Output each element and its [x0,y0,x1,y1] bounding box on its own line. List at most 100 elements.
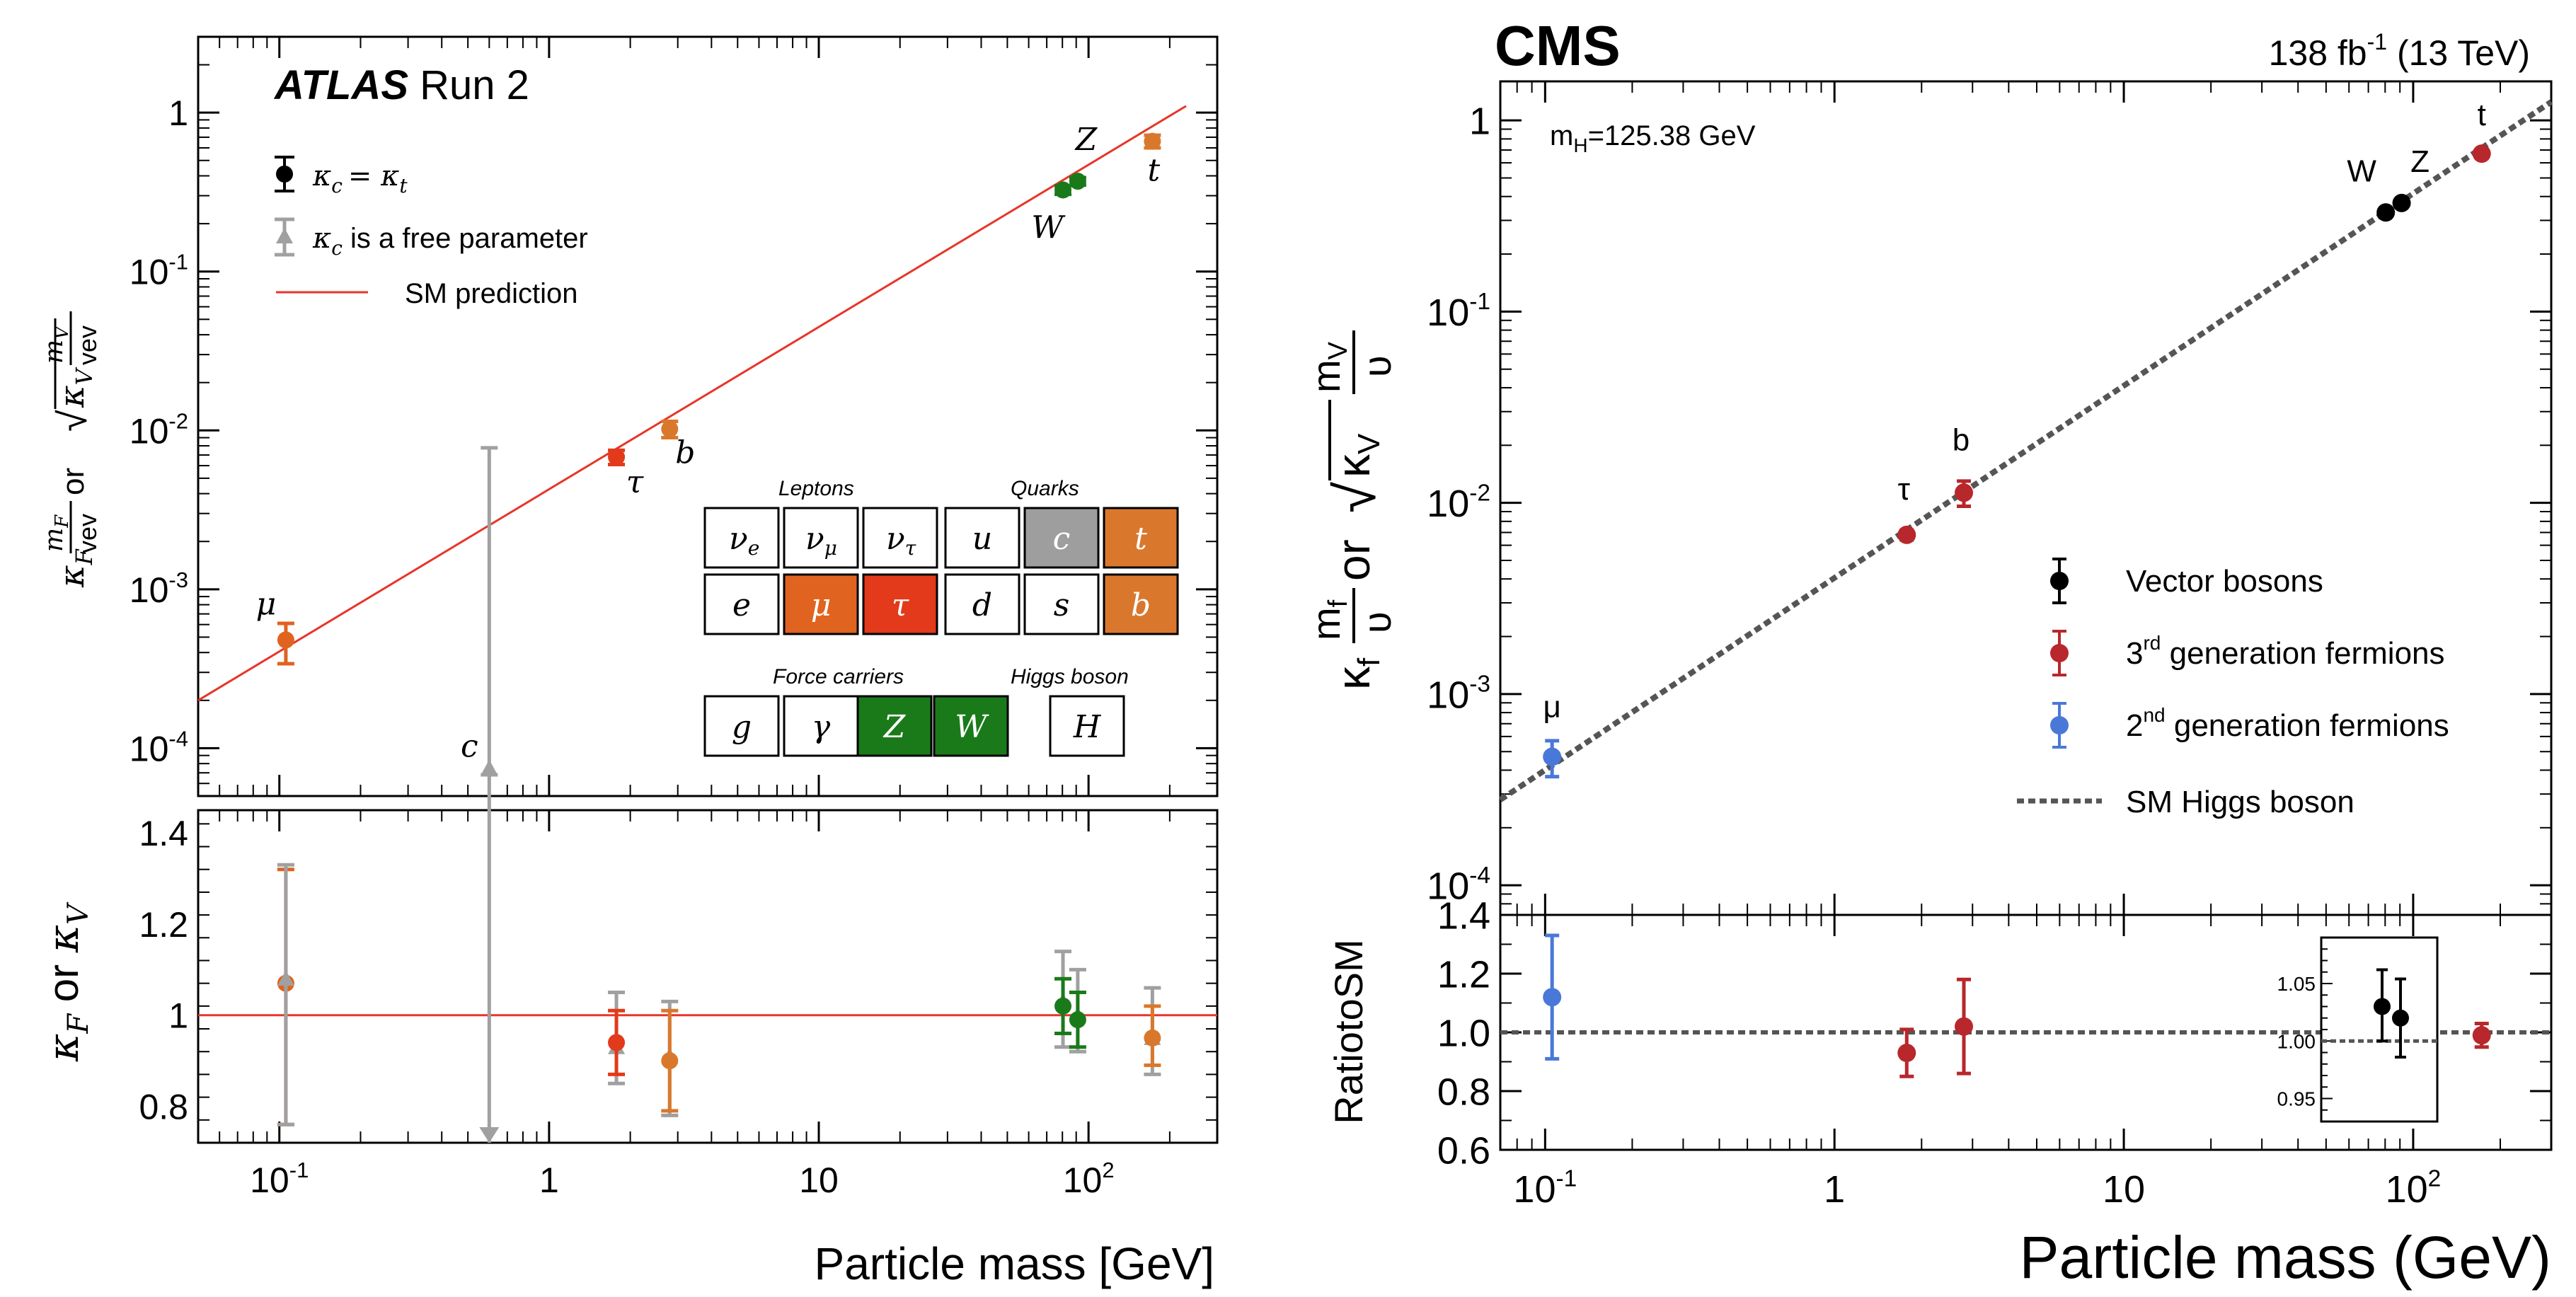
svg-text:κF: κF [52,548,98,588]
sm-line [197,105,1187,702]
svg-text:υ: υ [1355,611,1399,633]
atlas-particle-table: Leptons Quarks Force carriers Higgs boso… [703,477,1179,757]
point-label-W: W [1031,209,1066,246]
x-tick-label: 1 [1824,1168,1845,1211]
cms-inset-frame [2320,936,2439,1123]
cell-c [1023,507,1100,569]
cms-points: W Zτ b t μ [1543,98,2491,779]
svg-text:or: or [1327,539,1379,581]
point-label-μ: μ [1543,690,1560,725]
x-tick-label-base: 10 [250,1160,289,1200]
cell-mu-label: μ [811,587,832,623]
point-b [1955,483,1974,502]
y-tick-label: 10-3 [1427,671,1490,717]
ratio-point-c [479,1127,500,1143]
x-tick-label: 102 [2386,1165,2442,1211]
y-tick-label-base: 10 [1427,865,1469,908]
point-label-τ: τ [626,464,644,500]
y-tick-label: 1 [1469,100,1490,143]
inset-y-tick-label: 1.05 [2277,973,2316,995]
cms-panel: 10-1 1 10 10210-410-310-210-110.60.81.01.21… [1304,14,2553,1291]
cell-t [1103,507,1179,569]
ratio-point-Z [1069,1011,1086,1029]
svg-text:mF: mF [40,514,73,552]
cms-legend-third: 3rd generation fermions [2126,632,2445,671]
atlas-legend: κc = κt κc is a free parameter SM predict… [275,156,588,309]
quarks-title: Quarks [1011,477,1079,500]
sm-line [1498,99,2553,802]
x-tick-label-base: 10 [1063,1160,1103,1200]
ratio-y-tick-label: 1.0 [1437,1012,1490,1054]
svg-text:mV: mV [1304,341,1353,393]
ratio-y-tick-label: 1 [168,996,188,1036]
cell-nu-tau [862,507,938,569]
atlas-title: ATLAS Run 2 [273,62,529,108]
svg-text:υ: υ [1355,355,1399,377]
ratio-y-tick-label: 0.8 [1437,1071,1490,1113]
cms-sm-line [1498,99,2553,1034]
y-tick-label-base: 10 [1427,292,1469,334]
y-tick-label-exp: -1 [1469,289,1490,315]
point-label-τ: τ [1898,472,1911,507]
higgs-title: Higgs boson [1011,665,1129,688]
x-tick-label-base: 1 [1824,1168,1845,1211]
inset-point-Z [2392,1009,2409,1027]
cms-legend-sm: SM Higgs boson [2126,785,2354,819]
point-t [2472,144,2491,163]
cell-h-label: H [1073,709,1102,745]
svg-text:κV: κV [1327,433,1386,478]
x-tick-label-exp: 2 [1102,1158,1114,1182]
cell-b-label: b [1131,587,1151,623]
point-W [1054,181,1072,199]
atlas-ratio-frame [197,809,1219,1144]
cms-ratio-ylabel: RatiotoSM [1326,939,1371,1124]
cms-title: CMS [1495,14,1621,77]
cell-s-label: s [1054,587,1070,623]
point-label-t: t [1148,153,1161,189]
cms-legend-second-marker [2050,716,2069,734]
cell-z [856,695,933,757]
legend-marker-free [276,228,293,243]
cell-c-label: c [1053,521,1071,557]
atlas-sm-line [197,105,1217,1017]
y-tick-label-base: 10 [130,570,169,610]
legend-marker-kc-kt [276,166,293,183]
cell-g [703,695,780,757]
cell-w-label: W [955,709,989,745]
cell-e-label: e [732,587,751,623]
point-label-b: b [1953,422,1970,457]
cms-xlabel: Particle mass (GeV) [2020,1224,2552,1291]
atlas-xlabel: Particle mass [GeV] [815,1238,1215,1289]
point-Z [2392,193,2411,212]
cell-nu-tau-label: ντ [886,521,916,560]
cell-nu-mu-label: νμ [805,521,837,560]
y-tick-label-exp: -2 [168,408,188,433]
point-μ [277,631,294,649]
ratio-point-μ [1543,988,1562,1007]
point-b [661,420,679,438]
ratio-point-b [1955,1017,1974,1036]
point-τ [1897,525,1916,544]
cell-u [944,507,1020,569]
svg-text:mf: mf [1304,599,1353,640]
ratio-y-tick-label: 0.6 [1437,1129,1490,1172]
point-label-W: W [2347,154,2376,188]
point-τ [608,448,626,466]
force-title: Force carriers [773,665,904,688]
inset-y-tick-label: 0.95 [2277,1088,2316,1110]
ratio-point-t [2472,1026,2491,1045]
cell-u-label: u [972,521,992,557]
svg-text:vev: vev [73,514,102,553]
atlas-ylabel: κF mF vev or √ κV mV vev [40,311,102,588]
x-tick-label: 10 [799,1160,839,1200]
atlas-ratio-ylabel: κF or κV [39,901,95,1062]
cell-z-label: Z [882,709,907,745]
y-tick-label: 10-4 [1427,863,1490,908]
svg-text:vev: vev [73,325,102,365]
ratio-y-tick-label: 1.2 [1437,953,1490,996]
point-W [2376,203,2396,222]
y-tick-label-base: 10 [130,729,169,768]
inset-y-tick-label: 1.00 [2277,1030,2316,1052]
y-tick-label-exp: -1 [168,250,188,275]
ratio-point-μ-free [277,970,294,986]
